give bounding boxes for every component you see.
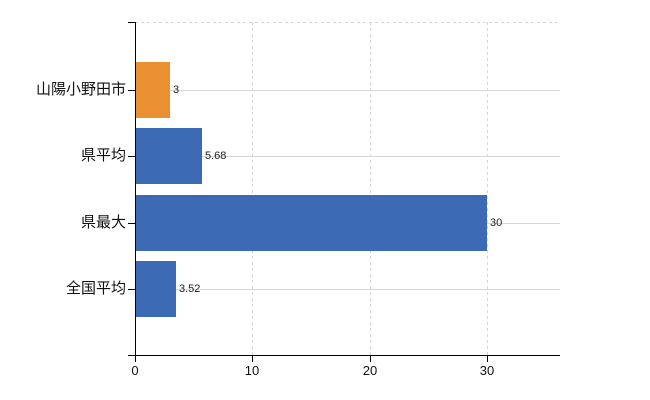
- category-label: 県最大: [80, 214, 126, 231]
- x-axis-tick: [135, 355, 136, 362]
- x-axis-tick: [370, 355, 371, 362]
- bar-highlight: [135, 62, 170, 118]
- plot-area: 3 5.68 30 3.52: [135, 22, 560, 355]
- y-axis-line: [135, 22, 136, 355]
- bar-value-label: 3: [173, 84, 180, 96]
- x-axis-tick: [487, 355, 488, 362]
- y-axis-top-tick: [128, 22, 135, 23]
- bar-value-label: 5.68: [205, 150, 227, 162]
- category-label: 県平均: [80, 147, 126, 164]
- x-tick-label: 20: [362, 363, 378, 378]
- x-tick-label: 30: [479, 363, 495, 378]
- x-axis-line: [128, 355, 560, 356]
- category-label: 山陽小野田市: [35, 81, 126, 98]
- category-gridline: [135, 156, 560, 157]
- vertical-gridline: [252, 22, 253, 355]
- bar-default: [135, 128, 202, 184]
- y-axis-tick: [128, 90, 135, 91]
- bar-default: [135, 261, 176, 317]
- x-tick-label: 10: [244, 363, 260, 378]
- plot-top-border: [135, 22, 560, 23]
- category-gridline: [135, 90, 560, 91]
- bar-default: [135, 195, 487, 251]
- value-labels-layer: 3 5.68 30 3.52: [135, 22, 560, 355]
- vertical-gridline: [487, 22, 488, 355]
- vertical-gridline: [370, 22, 371, 355]
- y-axis-tick: [128, 223, 135, 224]
- bars-layer: [135, 22, 560, 355]
- y-axis-tick: [128, 156, 135, 157]
- y-axis-tick: [128, 289, 135, 290]
- bar-value-label: 30: [490, 217, 503, 229]
- x-tick-label: 0: [131, 363, 139, 378]
- bar-value-label: 3.52: [179, 283, 201, 295]
- x-axis-tick: [252, 355, 253, 362]
- category-label: 全国平均: [65, 280, 126, 297]
- category-gridline: [135, 289, 560, 290]
